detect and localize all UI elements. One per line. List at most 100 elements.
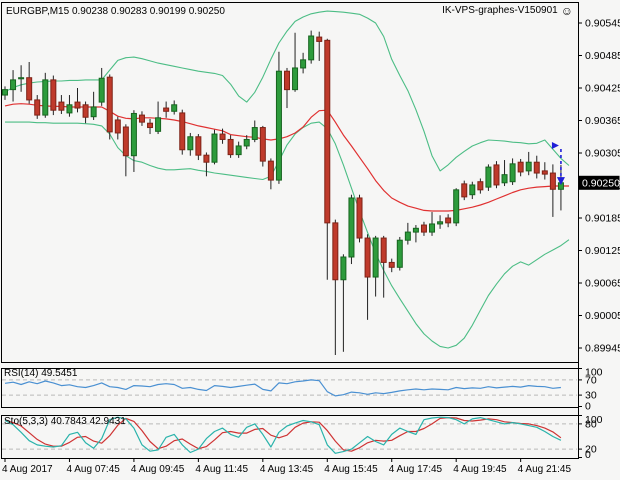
- candle-body-bull: [469, 184, 476, 196]
- candle-body-bear: [533, 161, 540, 174]
- candle-body-bear: [179, 112, 186, 151]
- signal-arrow: [551, 142, 565, 186]
- candle-body-bear: [356, 197, 363, 239]
- candle: [82, 101, 89, 124]
- candle: [533, 155, 540, 179]
- candle-body-bull: [18, 77, 25, 80]
- time-tick-label: 4 Aug 09:45: [131, 464, 185, 475]
- rsi-scale-label: 100: [585, 367, 603, 379]
- candle-body-bear: [267, 160, 274, 181]
- price-tick-label: 0.90185: [585, 213, 620, 225]
- candle-body-bull: [485, 166, 492, 188]
- candle-body-bear: [461, 183, 468, 198]
- candle: [477, 178, 484, 194]
- candle-body-bull: [340, 256, 347, 281]
- price-tick-label: 0.90005: [585, 310, 620, 322]
- candle: [90, 91, 97, 120]
- candle: [122, 124, 129, 177]
- candle-body-bear: [259, 127, 266, 162]
- candle-body-bull: [509, 163, 516, 183]
- candle: [332, 219, 339, 356]
- candle: [461, 180, 468, 201]
- candle: [42, 72, 49, 118]
- candle-body-bear: [122, 126, 129, 157]
- rsi-scale-label: 30: [585, 390, 597, 402]
- candle-body-bear: [26, 77, 33, 101]
- candle: [106, 74, 113, 140]
- price-axis[interactable]: 0.90545 0.90485 0.90425 0.90365 0.90305 0.902…: [578, 2, 620, 458]
- candle: [98, 67, 105, 106]
- price-tick-label: 0.90065: [585, 278, 620, 290]
- candle: [251, 120, 258, 143]
- candle-body-bear: [34, 99, 41, 116]
- candle-body-bear: [493, 164, 500, 186]
- price-tick-label: 0.90125: [585, 245, 620, 257]
- candle-body-bear: [332, 222, 339, 281]
- candle-body-bull: [292, 67, 299, 91]
- candle-body-bull: [90, 106, 97, 118]
- candle: [308, 30, 315, 64]
- candles: [2, 30, 564, 356]
- rsi-line: [4, 379, 561, 397]
- candle-body-bear: [380, 237, 387, 263]
- candle-body-bear: [283, 70, 290, 91]
- signal-down-arrowhead-icon: [556, 177, 565, 186]
- candle: [187, 132, 194, 156]
- candle-body-bull: [235, 145, 242, 156]
- candle: [324, 38, 331, 280]
- main-pane-border: [1, 2, 579, 363]
- candle-body-bull: [155, 117, 162, 132]
- candle: [412, 225, 419, 243]
- price-tick-label: 0.90305: [585, 148, 620, 160]
- candle: [292, 32, 299, 92]
- time-tick-label: 4 Aug 21:45: [518, 464, 572, 475]
- price-tick-label: 0.90545: [585, 18, 620, 30]
- sto-scale-label: 100: [585, 414, 603, 426]
- time-tick-label: 4 Aug 07:45: [66, 464, 120, 475]
- candle: [203, 152, 210, 177]
- candle: [114, 116, 121, 140]
- candle: [493, 161, 500, 189]
- candle: [340, 254, 347, 352]
- signal-start-icon: [551, 142, 559, 150]
- candle: [396, 236, 403, 271]
- time-tick-label: 4 Aug 15:45: [324, 464, 378, 475]
- candle-body-bear: [227, 138, 234, 156]
- current-price-badge: 0.90250: [578, 175, 620, 190]
- candle-body-bull: [10, 79, 17, 91]
- candle-body-bull: [66, 104, 73, 114]
- candle-body-bear: [364, 237, 371, 278]
- candle-body-bear: [541, 170, 548, 175]
- candle: [509, 158, 516, 185]
- candle-body-bear: [163, 107, 170, 112]
- candle: [211, 129, 218, 165]
- rsi-scale-label: 70: [585, 374, 597, 386]
- candle-body-bull: [300, 59, 307, 69]
- candle: [517, 158, 524, 177]
- candle: [18, 65, 25, 92]
- candle: [219, 128, 226, 144]
- candle-body-bear: [74, 101, 81, 109]
- candle-body-bull: [437, 221, 444, 225]
- candle: [275, 51, 282, 184]
- candle-body-bull: [372, 237, 379, 278]
- candle: [235, 141, 242, 158]
- candle: [267, 158, 274, 190]
- candle: [66, 95, 73, 117]
- price-tick-label: 0.90485: [585, 50, 620, 62]
- candle-body-bull: [98, 77, 105, 103]
- candle: [437, 215, 444, 229]
- time-tick-label: 4 Aug 2017: [2, 464, 53, 475]
- time-tick-label: 4 Aug 13:45: [260, 464, 314, 475]
- candle: [364, 234, 371, 320]
- candle-body-bear: [138, 114, 145, 123]
- sto-scale-label: 0: [585, 449, 591, 461]
- time-axis[interactable]: 4 Aug 2017 4 Aug 07:45 4 Aug 09:45 4 Aug 11…: [2, 458, 571, 475]
- ea-label: IK-VPS-graphes-V150901 ☺: [442, 5, 573, 17]
- candle: [429, 212, 436, 236]
- candle-body-bear: [477, 181, 484, 191]
